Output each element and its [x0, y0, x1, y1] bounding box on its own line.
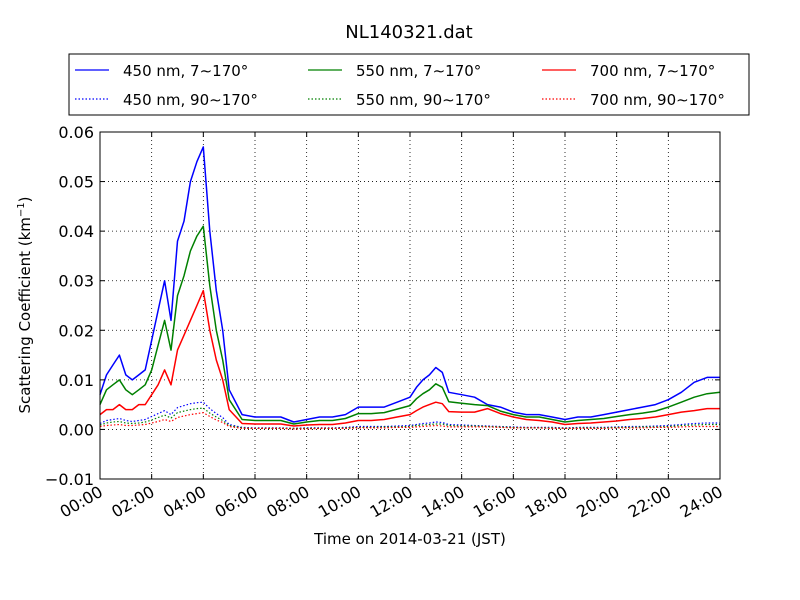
x-tick-label: 08:00 [263, 482, 312, 522]
y-tick-label: 0.03 [58, 272, 94, 291]
tick-marks [99, 131, 721, 480]
x-tick-label: 06:00 [212, 482, 261, 522]
series-lines [99, 146, 721, 430]
legend-label: 450 nm, 7∼170° [123, 62, 248, 80]
x-tick-label: 20:00 [573, 482, 622, 522]
x-tick-label: 22:00 [625, 482, 674, 522]
y-tick-label: 0.06 [58, 123, 94, 142]
legend-label: 550 nm, 7∼170° [356, 62, 481, 80]
chart-title: NL140321.dat [345, 22, 472, 43]
x-tick-label: 04:00 [160, 482, 209, 522]
legend-label: 700 nm, 90∼170° [590, 91, 725, 109]
x-axis-label: Time on 2014-03-21 (JST) [313, 530, 506, 548]
series-line [99, 412, 720, 430]
plot-area: −0.01 0.00 0.01 0.02 0.03 0.04 0.05 0.06 00:00 0… [45, 123, 726, 522]
legend-label: 450 nm, 90∼170° [123, 91, 258, 109]
legend-frame [68, 53, 750, 116]
x-tick-label: 10:00 [315, 482, 364, 522]
y-tick-label: 0.02 [58, 321, 94, 340]
x-tick-label: 14:00 [418, 482, 467, 522]
x-tick-label: 18:00 [522, 482, 571, 522]
y-tick-label: 0.05 [58, 173, 94, 192]
y-tick-labels: −0.01 0.00 0.01 0.02 0.03 0.04 0.05 0.06 [45, 123, 94, 489]
legend-items: 450 nm, 7∼170° 550 nm, 7∼170° 700 nm, 7∼17… [75, 62, 725, 109]
y-tick-label: −0.01 [45, 470, 94, 489]
series-line [99, 289, 720, 427]
series-line [99, 407, 720, 429]
y-tick-label: 0.04 [58, 222, 94, 241]
x-tick-label: 16:00 [470, 482, 519, 522]
legend-label: 550 nm, 90∼170° [356, 91, 491, 109]
y-axis-label-end: ) [16, 196, 34, 202]
y-tick-label: 0.01 [58, 371, 94, 390]
series-line [99, 225, 721, 425]
grid-lines [100, 132, 720, 479]
x-tick-label: 02:00 [108, 482, 157, 522]
legend: 450 nm, 7∼170° 550 nm, 7∼170° 700 nm, 7∼17… [68, 53, 750, 116]
legend-label: 700 nm, 7∼170° [590, 62, 715, 80]
x-tick-label: 12:00 [367, 482, 416, 522]
y-axis-label: Scattering Coefficient (km−1) [16, 196, 34, 413]
x-tick-labels: 00:00 02:00 04:00 06:00 08:00 10:00 12:00 14:00… [57, 482, 726, 522]
y-axis-label-main: Scattering Coefficient (km [16, 217, 34, 413]
y-tick-label: 0.00 [58, 420, 94, 439]
x-tick-label: 24:00 [677, 482, 726, 522]
series-line [99, 146, 720, 423]
y-axis-label-sup: −1 [16, 202, 27, 217]
